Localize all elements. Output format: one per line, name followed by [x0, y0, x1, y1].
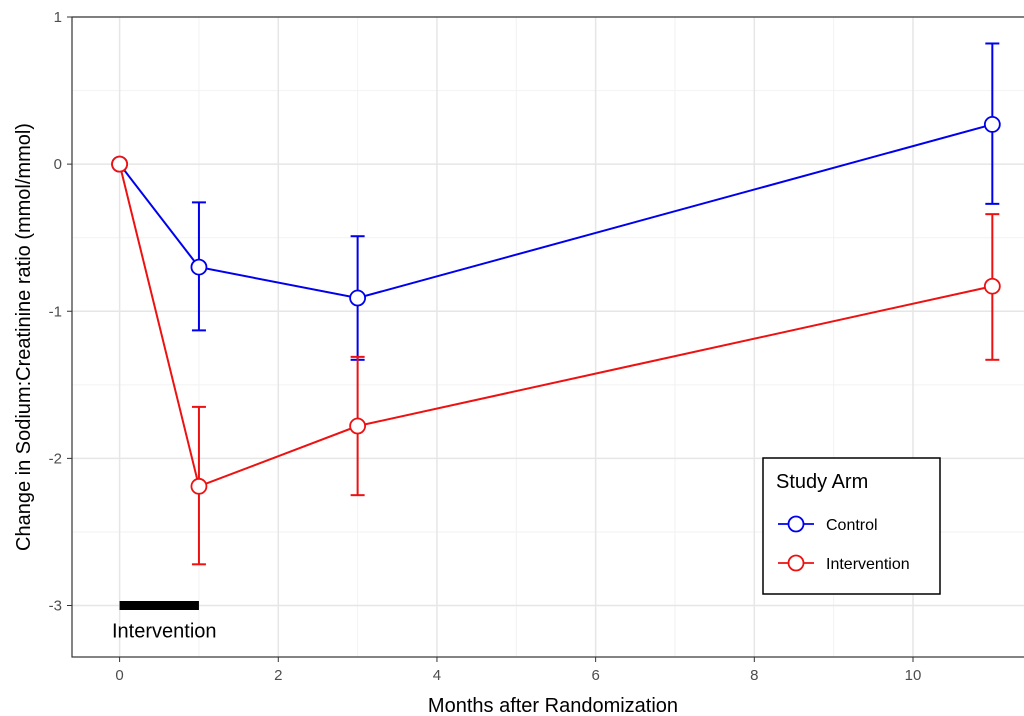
plot-panel-border [71, 16, 1024, 658]
x-tick-label: 6 [591, 667, 599, 684]
x-tick-label: 0 [115, 667, 123, 684]
legend-key-marker [787, 554, 805, 572]
data-point [349, 289, 367, 307]
legend-title: Study Arm [776, 471, 868, 493]
x-tick-label: 8 [750, 667, 758, 684]
intervention-period-label: Intervention [112, 621, 217, 643]
x-tick-label: 10 [905, 667, 922, 684]
legend-key-control [778, 515, 814, 533]
x-axis-title: Months after Randomization [428, 695, 678, 716]
series [111, 42, 1001, 566]
series-intervention [111, 155, 1001, 566]
legend-label: Intervention [826, 556, 910, 573]
data-point [111, 155, 129, 173]
x-tick-label: 2 [274, 667, 282, 684]
data-point [190, 477, 208, 495]
grid [72, 16, 1024, 657]
y-axis-title: Change in Sodium:Creatinine ratio (mmol/… [13, 123, 35, 551]
y-tick-label: 0 [54, 156, 62, 173]
legend-key-marker [787, 515, 805, 533]
data-point [983, 116, 1001, 133]
legend-label: Control [826, 517, 878, 534]
legend-key-intervention [778, 554, 814, 572]
x-tick-label: 4 [433, 667, 441, 684]
annotation: Intervention [112, 601, 217, 643]
y-tick-label: -2 [49, 450, 62, 467]
series-control [111, 42, 1001, 361]
data-point [983, 277, 1001, 295]
legend: Study Arm Control Intervention [762, 457, 941, 595]
y-tick-label: -1 [49, 303, 62, 320]
data-point [190, 258, 208, 276]
y-tick-label: 1 [54, 9, 62, 26]
y-tick-label: -3 [49, 598, 62, 615]
data-point [349, 417, 367, 435]
series-line [118, 163, 993, 488]
series-line [118, 123, 993, 300]
